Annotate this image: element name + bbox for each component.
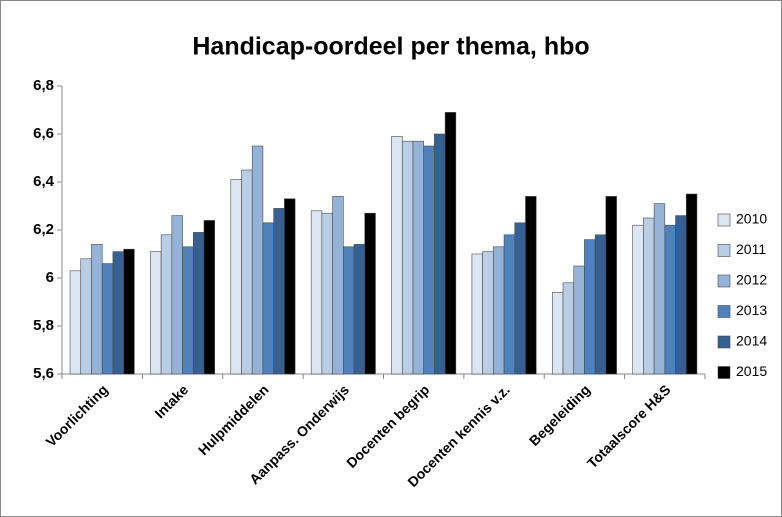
bar: [284, 198, 296, 375]
bar: [482, 251, 494, 375]
bar: [685, 193, 698, 375]
bar: [503, 234, 516, 375]
legend-swatch: [717, 213, 731, 227]
bar: [471, 253, 483, 375]
legend-label: 2011: [736, 241, 766, 257]
bar: [664, 224, 676, 375]
legend-swatch: [717, 274, 731, 288]
bar: [321, 212, 333, 375]
bar: [412, 140, 424, 375]
bar: [514, 222, 526, 375]
y-tick-label: 6,8: [33, 77, 54, 94]
bar: [123, 248, 135, 375]
bar: [434, 133, 446, 375]
bar: [273, 208, 285, 375]
chart-title: Handicap-oordeel per thema, hbo: [192, 33, 589, 61]
bar: [525, 196, 537, 375]
bar: [675, 215, 687, 375]
bar: [343, 246, 355, 375]
bar: [262, 222, 274, 375]
y-tick-label: 5,6: [33, 365, 54, 382]
bar: [444, 112, 457, 375]
bar: [364, 212, 376, 375]
bar: [643, 217, 655, 375]
bar: [160, 234, 173, 375]
legend-label: 2014: [736, 333, 767, 349]
bar: [401, 140, 414, 375]
bar: [80, 258, 92, 375]
legend-label: 2010: [736, 211, 767, 227]
y-tick-label: 6,4: [33, 173, 55, 190]
y-tick-label: 5,8: [33, 317, 54, 334]
bar: [91, 244, 103, 375]
bar: [150, 251, 162, 375]
bar: [182, 246, 194, 375]
bar: [251, 145, 264, 375]
bar: [241, 169, 253, 375]
bar: [551, 292, 564, 375]
legend-label: 2012: [736, 272, 767, 288]
bar: [332, 196, 344, 375]
bar: [192, 232, 205, 375]
bar: [101, 263, 114, 375]
bar: [423, 145, 435, 375]
bar: [493, 246, 505, 375]
legend-swatch: [717, 244, 731, 257]
bar: [171, 215, 183, 375]
y-tick-label: 6,2: [33, 221, 54, 238]
bar: [562, 282, 575, 375]
bar: [353, 244, 366, 375]
bar: [69, 270, 82, 375]
bar: [584, 239, 596, 375]
bar: [653, 203, 666, 375]
bar: [203, 220, 216, 375]
legend-label: 2015: [736, 363, 767, 379]
legend-swatch: [717, 335, 731, 349]
legend-swatch: [717, 366, 731, 379]
bar: [573, 265, 585, 375]
y-tick-label: 6,6: [33, 125, 54, 142]
bar: [112, 251, 124, 375]
bar: [310, 210, 323, 375]
legend-label: 2013: [736, 302, 767, 318]
bar: [605, 196, 617, 375]
bar: [594, 234, 607, 375]
y-tick-label: 6: [46, 269, 54, 286]
legend-swatch: [717, 305, 731, 318]
bar: [230, 179, 242, 375]
bar: [391, 136, 403, 375]
bar: [632, 224, 644, 375]
